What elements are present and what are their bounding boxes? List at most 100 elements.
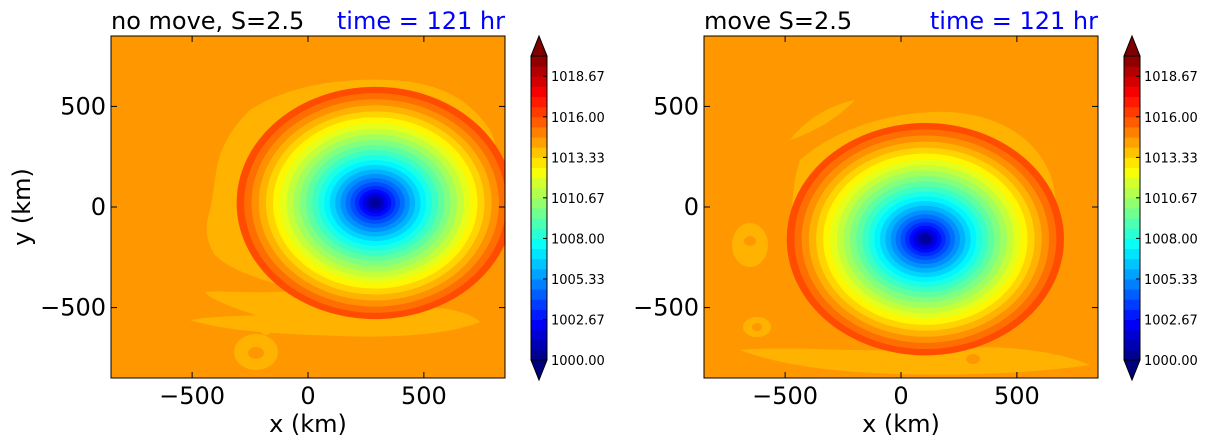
colorbar-segment (1124, 66, 1140, 77)
y-tick-label: 0 (91, 193, 106, 221)
colorbar-tick-label: 1013.33 (551, 151, 605, 166)
colorbar-segment (531, 167, 547, 179)
colorbar-tick-label: 1002.67 (551, 313, 605, 328)
colorbar-segment (1124, 126, 1140, 138)
panel2-contour-northwest-streak (790, 100, 855, 140)
colorbar-segment (1124, 248, 1140, 260)
colorbar-segment (531, 289, 547, 300)
colorbar-segment (1124, 187, 1140, 199)
colorbar-segment (531, 238, 547, 250)
panel1-contour-southwest-core (248, 347, 264, 359)
colorbar-segment (531, 197, 547, 209)
panel2-xlabel: x (km) (862, 410, 940, 438)
colorbar-segment (531, 339, 547, 351)
colorbar-tick-label: 1005.33 (1144, 273, 1198, 288)
colorbar-segment (1124, 238, 1140, 250)
colorbar-tick-label: 1010.67 (551, 192, 605, 207)
colorbar-segment (531, 157, 547, 168)
colorbar-segment (1124, 329, 1140, 341)
panel1-xlabel: x (km) (269, 410, 347, 438)
colorbar-segment (1124, 116, 1140, 128)
colorbar-tick-label: 1013.33 (1144, 151, 1198, 166)
colorbar-segment (531, 56, 547, 67)
colorbar-segment (531, 96, 547, 108)
x-tick-label: −500 (752, 382, 818, 410)
y-tick-label: 500 (653, 92, 699, 120)
contour-level (919, 234, 932, 245)
panel2-title: move S=2.5 (704, 7, 852, 35)
panel-move: move S=2.5 time = 121 hr −500 0 500 −500 0 50… (633, 7, 1099, 438)
colorbar-frame (1123, 55, 1141, 361)
colorbar-segment (1124, 268, 1140, 280)
colorbar-segment (531, 248, 547, 260)
colorbar-segment (531, 106, 547, 118)
panel2-axes-ticks: −500 0 500 −500 0 500 (633, 36, 1098, 410)
colorbar-segment (531, 126, 547, 138)
colorbar-segment (1124, 147, 1140, 158)
panel1-axes-ticks: −500 0 500 −500 0 500 (40, 36, 505, 410)
x-tick-label: 500 (401, 382, 447, 410)
colorbar-segment (1124, 208, 1140, 219)
colorbar-segment (531, 329, 547, 341)
panel1-contour-small-cell (261, 327, 271, 335)
colorbar-segment (531, 208, 547, 219)
colorbar-segment (1124, 299, 1140, 310)
colorbar-tick-label: 1000.00 (551, 354, 605, 369)
colorbar-segment (1124, 289, 1140, 300)
colorbar-1: 1000.00 1002.67 1005.33 1008.00 1010.67 1013.… (530, 34, 605, 382)
colorbar-segment (531, 116, 547, 128)
x-tick-label: 0 (893, 382, 908, 410)
colorbar-segment (531, 278, 547, 290)
colorbar-segment (531, 218, 547, 229)
x-tick-label: 500 (994, 382, 1040, 410)
colorbar-tick-label: 1010.67 (1144, 192, 1198, 207)
colorbar-segment (1124, 106, 1140, 118)
panel2-contour-western-core (744, 236, 756, 246)
panel2-contour-south-cell (966, 354, 980, 364)
colorbar-tick-label: 1000.00 (1144, 354, 1198, 369)
colorbar-frame (530, 55, 548, 361)
colorbar-segment (1124, 177, 1140, 189)
colorbar-segment (531, 228, 547, 239)
colorbar-segment (1124, 157, 1140, 168)
y-tick-label: −500 (40, 294, 106, 322)
colorbar-segment (531, 137, 547, 148)
colorbar-segment (1124, 56, 1140, 67)
colorbar-tick-label: 1002.67 (1144, 313, 1198, 328)
colorbar-segment (1124, 197, 1140, 209)
colorbar-segment (1124, 339, 1140, 351)
colorbar-segment (531, 187, 547, 199)
colorbar-segment (1124, 319, 1140, 331)
colorbar-segment (1124, 218, 1140, 229)
colorbar-segment (531, 299, 547, 310)
panel-no-move: no move, S=2.5 time = 121 hr −500 0 500−50… (8, 7, 506, 438)
panel1-time-label: time = 121 hr (337, 7, 505, 35)
colorbar-extend-min (530, 359, 548, 382)
x-tick-label: 0 (300, 382, 315, 410)
colorbar-segment (531, 66, 547, 77)
colorbar-segment (531, 177, 547, 189)
colorbar-segment (1124, 86, 1140, 98)
colorbar-extend-min (1123, 359, 1141, 382)
panel1-vortex-rings (236, 86, 505, 320)
x-tick-label: −500 (159, 382, 225, 410)
colorbar-segment (1124, 258, 1140, 270)
colorbar-2: 1000.00 1002.67 1005.33 1008.00 1010.67 1013.… (1123, 34, 1198, 382)
colorbar-segment (531, 86, 547, 98)
colorbar-segment (531, 147, 547, 158)
colorbar-segment (1124, 96, 1140, 108)
colorbar-segment (531, 349, 547, 361)
y-tick-label: −500 (633, 294, 699, 322)
colorbar-segment (531, 268, 547, 280)
colorbar-tick-label: 1016.00 (551, 111, 605, 126)
colorbar-tick-label: 1005.33 (551, 273, 605, 288)
panel2-time-label: time = 121 hr (930, 7, 1098, 35)
panel1-title: no move, S=2.5 (111, 7, 304, 35)
colorbar-segment (1124, 309, 1140, 320)
colorbar-segment (1124, 349, 1140, 361)
colorbar-extend-max (1123, 34, 1141, 57)
colorbar-segment (1124, 167, 1140, 179)
y-tick-label: 500 (60, 92, 106, 120)
colorbar-segment (1124, 76, 1140, 87)
colorbar-segment (531, 309, 547, 320)
